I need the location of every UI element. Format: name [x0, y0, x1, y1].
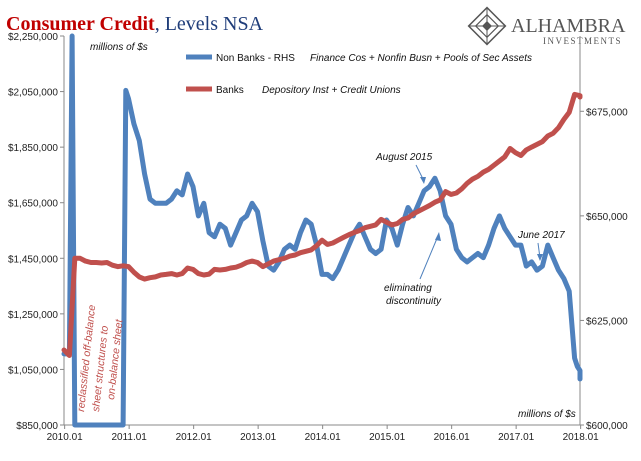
annotation-eliminating: eliminating	[384, 283, 432, 294]
y-right-tick-label: $600,000	[586, 421, 628, 432]
annotation-aug-2015: August 2015	[375, 152, 433, 163]
series-line-banks	[61, 91, 583, 358]
x-tick-label: 2013.01	[240, 432, 277, 443]
svg-text:INVESTMENTS: INVESTMENTS	[543, 36, 622, 46]
svg-text:ALHAMBRA: ALHAMBRA	[511, 15, 626, 37]
legend-desc-nonbanks: Finance Cos + Nonfin Busn + Pools of Sec…	[310, 53, 532, 64]
y-left-tick-label: $850,000	[16, 421, 58, 432]
x-tick-label: 2014.01	[305, 432, 342, 443]
x-tick-label: 2015.01	[369, 432, 406, 443]
y-right-tick-label: $675,000	[586, 107, 628, 118]
y-left-tick-label: $1,650,000	[8, 199, 58, 210]
x-tick-label: 2010.01	[47, 432, 84, 443]
legend-desc-banks: Depository Inst + Credit Unions	[262, 85, 401, 96]
legend-label-nonbanks: Non Banks - RHS	[216, 53, 295, 64]
x-tick-label: 2011.01	[111, 432, 147, 443]
chart-title: Consumer Credit, Levels NSA	[6, 13, 264, 35]
arrowhead-aug-2015	[420, 177, 426, 184]
unit-note-top: millions of $s	[90, 42, 148, 53]
y-left-tick-label: $2,250,000	[8, 32, 58, 43]
y-left-tick-label: $1,250,000	[8, 310, 58, 321]
legend-label-banks: Banks	[216, 85, 244, 96]
series-line-nonbanks	[61, 33, 583, 428]
y-left-tick-label: $1,050,000	[8, 365, 58, 376]
x-tick-label: 2018.01	[563, 432, 600, 443]
arrowhead-eliminating	[435, 232, 441, 241]
x-tick-label: 2016.01	[434, 432, 471, 443]
annotation-discontinuity: discontinuity	[386, 296, 442, 307]
y-left-tick-label: $2,050,000	[8, 88, 58, 99]
alhambra-logo: ALHAMBRA INVESTMENTS	[467, 6, 626, 46]
unit-note-bottom: millions of $s	[518, 409, 576, 420]
legend: Non Banks - RHS Finance Cos + Nonfin Bus…	[186, 53, 532, 96]
y-left-tick-label: $1,850,000	[8, 143, 58, 154]
annotation-jun-2017: June 2017	[517, 230, 565, 241]
y-left-tick-label: $1,450,000	[8, 254, 58, 265]
arrowhead-jun-2017	[537, 254, 543, 261]
y-right-tick-label: $625,000	[586, 316, 628, 327]
y-right-tick-label: $650,000	[586, 212, 628, 223]
arrow-eliminating	[419, 235, 439, 280]
x-tick-label: 2012.01	[176, 432, 213, 443]
x-tick-label: 2017.01	[498, 432, 535, 443]
